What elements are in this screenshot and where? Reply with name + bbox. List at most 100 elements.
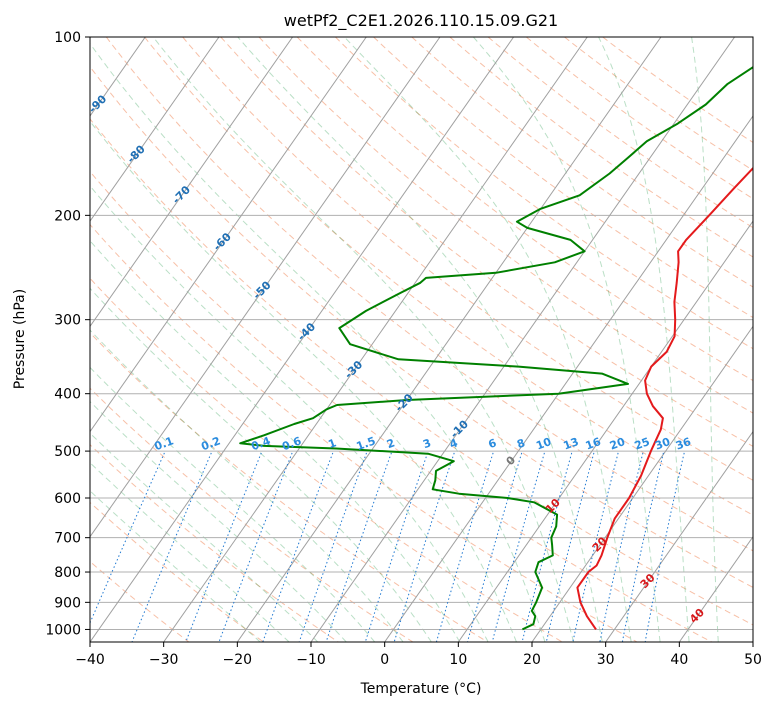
mixing-ratio-label: 13 <box>562 435 581 452</box>
moist-adiabat <box>237 37 603 642</box>
dry-adiabat <box>90 444 339 642</box>
isotherm <box>384 115 753 642</box>
dewpoint-profile <box>239 66 753 631</box>
isotherm-label: -60 <box>211 230 234 253</box>
mixing-ratio-line <box>393 452 455 642</box>
moist-adiabat <box>152 37 575 642</box>
x-tick-label: 40 <box>670 652 688 668</box>
moist-adiabat <box>90 240 461 642</box>
moist-adiabat <box>90 366 376 642</box>
background-grid <box>0 37 753 642</box>
mixing-ratio-line <box>599 452 644 642</box>
moist-adiabat <box>344 37 632 642</box>
mixing-ratio-label: 3 <box>421 436 433 451</box>
mixing-ratio-label: 2 <box>385 436 397 451</box>
isotherm <box>457 220 753 642</box>
isotherm-label: -80 <box>125 142 148 165</box>
mixing-ratio-label: 1 <box>326 436 338 451</box>
moist-adiabat <box>90 400 347 642</box>
y-tick-label: 200 <box>54 208 81 224</box>
x-tick-label: 20 <box>523 652 541 668</box>
mixing-ratio-line <box>298 452 367 642</box>
dry-adiabat <box>296 37 753 382</box>
dry-adiabat <box>258 37 753 414</box>
moist-adiabat <box>90 287 432 642</box>
moist-adiabat <box>598 37 690 642</box>
mixing-ratio-line <box>262 452 334 642</box>
y-tick-label: 300 <box>54 313 81 329</box>
mixing-ratio-label: 1.5 <box>355 434 378 453</box>
x-tick-label: 50 <box>744 652 762 668</box>
dry-adiabat <box>487 37 753 229</box>
dry-adiabat <box>449 37 753 258</box>
mixing-ratio-label: 25 <box>633 435 652 452</box>
mixing-ratio-line <box>435 452 494 642</box>
isotherm-label: -70 <box>170 183 193 206</box>
isotherm-label: -40 <box>295 320 318 343</box>
isotherm-label: -30 <box>342 358 365 381</box>
chart-title: wetPf2_C2E1.2026.110.15.09.G21 <box>284 11 558 31</box>
mixing-ratio-line <box>572 452 619 642</box>
isotherm-label: -20 <box>393 391 416 414</box>
moist-adiabat <box>90 42 546 642</box>
x-tick-label: −20 <box>223 652 253 668</box>
isotherm <box>531 325 753 642</box>
mixing-ratio-label: 0.6 <box>280 434 303 453</box>
y-tick-label: 800 <box>54 565 81 581</box>
plot-frame <box>89 36 754 643</box>
mixing-ratio-label: 4 <box>448 436 460 451</box>
isotherm <box>310 37 736 642</box>
x-tick-label: 0 <box>380 652 389 668</box>
mixing-ratio-label: 30 <box>653 435 672 453</box>
profile-lines <box>239 66 753 631</box>
dry-adiabat <box>335 37 753 350</box>
mixing-ratio-line <box>521 452 573 642</box>
mixing-ratio-line <box>325 452 392 642</box>
x-tick-label: −10 <box>296 652 326 668</box>
mixing-ratio-line <box>545 452 595 642</box>
moist-adiabat <box>90 329 404 642</box>
isotherm <box>752 641 753 642</box>
mixing-ratio-label: 10 <box>534 435 553 453</box>
dry-adiabat <box>90 387 414 642</box>
y-tick-label: 700 <box>54 531 81 547</box>
dry-adiabat <box>220 37 753 447</box>
y-tick-label: 100 <box>54 30 81 46</box>
y-tick-label: 900 <box>54 595 81 611</box>
dry-adiabat <box>144 37 753 516</box>
isotherm <box>90 37 515 642</box>
dry-adiabat <box>90 118 753 626</box>
isotherm <box>90 37 367 433</box>
moist-adiabat <box>691 37 719 642</box>
isotherm-label: 30 <box>638 571 658 591</box>
mixing-ratio-line <box>621 452 664 642</box>
axes: −40 −30 −20 −10 0 10 20 30 40 5010020030040050060… <box>45 30 762 668</box>
y-tick-label: 500 <box>54 444 81 460</box>
x-axis-label: Temperature (°C) <box>360 681 482 697</box>
mixing-ratio-line <box>218 452 293 642</box>
dry-adiabat <box>90 332 488 642</box>
moist-adiabat <box>90 432 319 642</box>
mixing-ratio-label: 0.4 <box>249 434 272 453</box>
dry-adiabat <box>90 501 264 642</box>
isotherm <box>90 37 441 538</box>
mixing-ratio-line <box>131 452 212 642</box>
isotherm <box>605 430 753 642</box>
isotherm-label: 0 <box>504 453 519 468</box>
x-tick-label: −40 <box>75 652 105 668</box>
mixing-ratio-label: 20 <box>608 435 627 453</box>
mixing-ratio-line <box>364 452 429 642</box>
mixing-ratio-label: 16 <box>584 435 603 453</box>
mixing-ratio-label: 36 <box>674 435 693 453</box>
isotherm <box>90 37 220 223</box>
dry-adiabat <box>90 170 712 642</box>
isotherm <box>0 37 72 642</box>
mixing-ratio-line <box>491 452 545 642</box>
moist-adiabat <box>90 120 517 642</box>
y-tick-label: 400 <box>54 387 81 403</box>
isotherm-label: -100 <box>43 42 72 71</box>
mixing-ratio-line <box>467 452 523 642</box>
y-tick-label: 600 <box>54 491 81 507</box>
dry-adiabat <box>90 65 753 588</box>
